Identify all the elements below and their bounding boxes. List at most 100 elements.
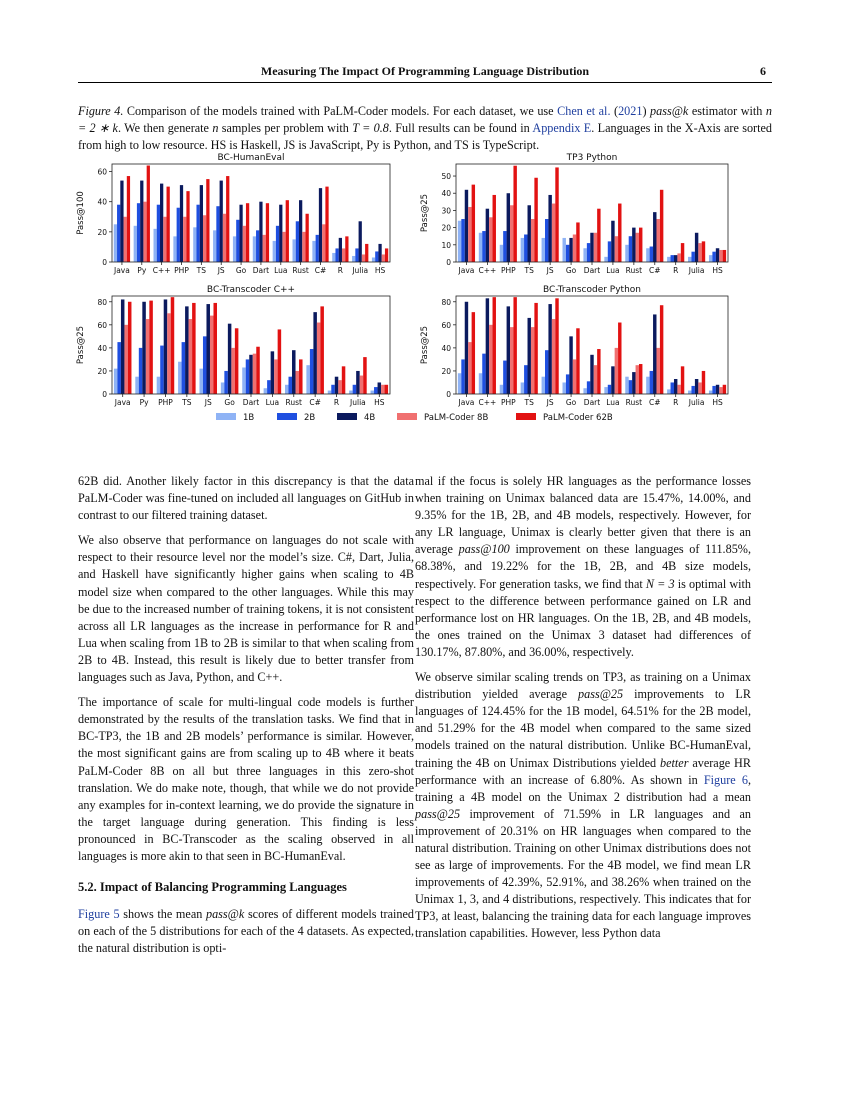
legend-label: 1B bbox=[243, 413, 254, 423]
bar bbox=[506, 193, 511, 262]
bar bbox=[457, 220, 462, 262]
bar bbox=[677, 253, 681, 262]
bar bbox=[701, 370, 706, 394]
x-tick-label: Dart bbox=[584, 398, 600, 407]
caption-text: Comparison of the models trained with Pa… bbox=[123, 104, 558, 118]
left-column: 62B did. Another likely factor in this d… bbox=[78, 473, 414, 965]
bar bbox=[178, 361, 182, 394]
x-tick-label: Lua bbox=[266, 398, 279, 407]
x-tick-label: C++ bbox=[153, 266, 171, 275]
figure-6-link[interactable]: Figure 6 bbox=[703, 772, 748, 787]
x-tick-label: Go bbox=[566, 398, 577, 407]
bar bbox=[464, 301, 469, 394]
bar bbox=[701, 241, 706, 262]
x-tick-label: Julia bbox=[688, 398, 705, 407]
chart-title: BC-Transcoder C++ bbox=[207, 285, 295, 295]
bar bbox=[534, 177, 538, 262]
bar bbox=[234, 328, 239, 394]
bar bbox=[365, 243, 369, 262]
bar bbox=[604, 387, 608, 394]
bar bbox=[135, 376, 139, 394]
math-pass25: pass@25 bbox=[578, 687, 624, 702]
bar bbox=[673, 379, 678, 394]
right-column: mal if the focus is solely HR languages … bbox=[415, 473, 751, 951]
bar bbox=[565, 244, 570, 262]
bar bbox=[252, 236, 257, 262]
x-tick-label: C# bbox=[315, 266, 327, 275]
running-title: Measuring The Impact Of Programming Lang… bbox=[260, 64, 590, 78]
bar bbox=[285, 384, 289, 394]
bar bbox=[667, 389, 671, 394]
y-tick-label: 40 bbox=[97, 344, 107, 353]
bar bbox=[499, 244, 504, 262]
citation-year-link[interactable]: 2021 bbox=[618, 104, 643, 118]
appendix-link[interactable]: Appendix E bbox=[532, 121, 592, 135]
x-tick-label: TS bbox=[196, 266, 207, 275]
bar bbox=[551, 203, 556, 262]
y-tick-label: 80 bbox=[441, 298, 451, 307]
plot-frame bbox=[455, 295, 729, 395]
bar bbox=[628, 380, 633, 394]
paragraph: 62B did. Another likely factor in this d… bbox=[78, 474, 414, 523]
x-tick-label: Java bbox=[458, 266, 475, 275]
y-tick-label: 60 bbox=[97, 321, 107, 330]
legend-swatch bbox=[397, 413, 417, 420]
bar bbox=[309, 349, 314, 394]
citation-link[interactable]: Chen et al. bbox=[557, 104, 611, 118]
bar bbox=[146, 165, 150, 262]
legend-swatch bbox=[216, 413, 236, 420]
bar bbox=[160, 183, 164, 262]
bar bbox=[341, 248, 346, 262]
bar bbox=[299, 359, 303, 394]
bar bbox=[545, 219, 549, 262]
bar bbox=[670, 382, 674, 394]
x-tick-label: R bbox=[334, 398, 339, 407]
figure-5-link[interactable]: Figure 5 bbox=[78, 907, 120, 922]
legend-label: 2B bbox=[304, 413, 315, 423]
bar bbox=[370, 390, 375, 394]
bar bbox=[708, 255, 713, 262]
x-tick-label: TS bbox=[181, 398, 192, 407]
bar bbox=[712, 385, 716, 394]
bar bbox=[256, 230, 260, 262]
bar bbox=[478, 373, 483, 394]
x-tick-label: C++ bbox=[478, 398, 496, 407]
bar bbox=[335, 248, 339, 262]
x-tick-label: TS bbox=[524, 398, 535, 407]
x-tick-label: Lua bbox=[606, 398, 619, 407]
x-tick-label: Java bbox=[113, 266, 130, 275]
x-tick-label: C# bbox=[649, 398, 661, 407]
bar bbox=[667, 256, 671, 262]
bar bbox=[123, 216, 127, 262]
bar bbox=[680, 366, 685, 394]
bar bbox=[632, 227, 636, 262]
bar bbox=[232, 236, 237, 262]
bar bbox=[252, 353, 257, 394]
bar bbox=[156, 204, 161, 262]
bar bbox=[305, 213, 309, 262]
math-pass25: pass@25 bbox=[415, 806, 461, 821]
bar bbox=[545, 350, 549, 394]
bar bbox=[471, 312, 476, 394]
bar bbox=[224, 370, 228, 394]
caption-text: . We then generate bbox=[117, 121, 213, 135]
page-number: 6 bbox=[760, 64, 766, 78]
bar bbox=[113, 368, 118, 394]
bar bbox=[378, 243, 382, 262]
plot-frame bbox=[111, 295, 391, 395]
x-tick-label: PHP bbox=[158, 398, 173, 407]
bar bbox=[242, 367, 246, 394]
bar bbox=[583, 248, 587, 262]
x-tick-label: R bbox=[673, 266, 678, 275]
bar bbox=[708, 390, 713, 394]
y-tick-label: 0 bbox=[446, 390, 451, 399]
bar bbox=[712, 251, 716, 262]
bar bbox=[331, 384, 335, 394]
bar bbox=[356, 370, 360, 394]
bar bbox=[282, 231, 286, 262]
bar bbox=[126, 176, 131, 262]
bar bbox=[659, 305, 664, 394]
bar bbox=[457, 373, 462, 394]
bar bbox=[145, 319, 150, 394]
